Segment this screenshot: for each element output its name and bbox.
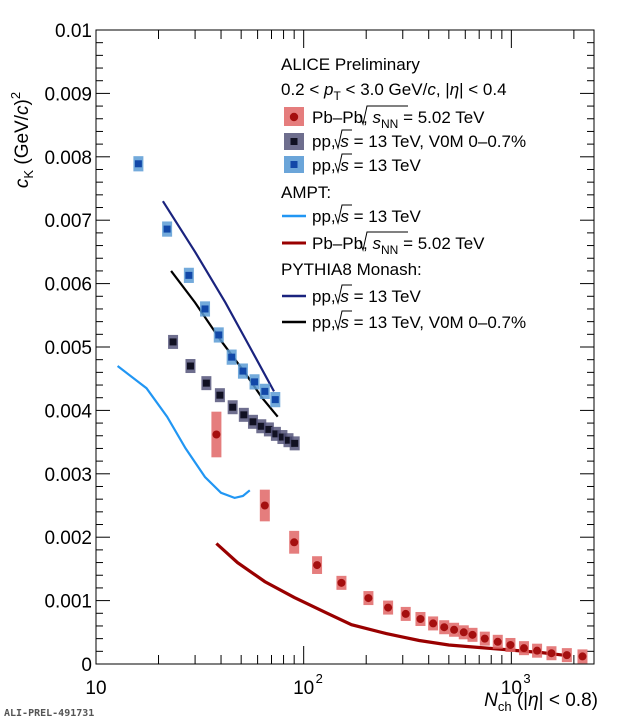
x-tick-exponent: 3: [523, 671, 530, 686]
marker-pp: [228, 353, 236, 361]
legend-sqrt-sign-pythia-pp: [334, 284, 352, 305]
marker-pbpb: [506, 640, 515, 649]
legend-pythia-header: PYTHIA8 Monash:: [281, 260, 422, 279]
marker-pp: [261, 387, 269, 395]
legend-sqrt-sign-ampt-pp: [334, 204, 352, 225]
legend-label-pythia-v0m: pp, s = 13 TeV, V0M 0–0.7%: [312, 313, 526, 332]
marker-pp: [163, 225, 171, 233]
marker-pp_v0m: [272, 430, 280, 438]
y-axis: 0 0.001 0.002 0.003 0.004 0.005 0.006 0.007 0.00…: [44, 21, 594, 676]
marker-pbpb: [468, 630, 477, 639]
marker-pp: [201, 305, 209, 313]
preliminary-id: ALI-PREL-491731: [4, 708, 95, 719]
marker-pp: [134, 160, 142, 168]
marker-pp_v0m: [202, 379, 210, 387]
marker-pp: [185, 271, 193, 279]
marker-pbpb: [260, 501, 269, 510]
curve-pythia_pp: [161, 200, 275, 392]
marker-pp_v0m: [278, 433, 286, 441]
legend-marker-pbpb: [289, 112, 299, 122]
legend-sqrt-sign-ampt-pbpb: [359, 231, 408, 252]
legend-label-ampt-pp: pp, s = 13 TeV: [312, 207, 422, 226]
x-axis: 10 10 2 10 3: [85, 30, 575, 699]
marker-pbpb: [493, 637, 502, 646]
legend-marker-pp: [290, 161, 298, 168]
marker-pbpb: [450, 625, 459, 634]
legend-marker-pp-v0m: [290, 138, 298, 145]
marker-pbpb: [212, 430, 221, 439]
x-tick-label: 10: [501, 678, 522, 699]
marker-pp_v0m: [240, 411, 248, 419]
legend-label-pp: pp, s = 13 TeV: [312, 156, 422, 175]
marker-pp_v0m: [169, 338, 177, 346]
y-tick-label: 0.001: [44, 592, 92, 613]
legend-selection: 0.2 < pT < 3.0 GeV/c, |η| < 0.4: [281, 80, 507, 103]
marker-pbpb: [429, 619, 438, 628]
marker-pbpb: [547, 649, 556, 658]
legend: ALICE Preliminary 0.2 < pT < 3.0 GeV/c, …: [281, 55, 526, 332]
curve-ampt_pbpb: [215, 542, 570, 658]
marker-pbpb: [384, 603, 393, 612]
legend-sqrt-sign-pythia-v0m: [334, 310, 352, 331]
legend-sqrt-sign-pp-v0m: [334, 129, 352, 150]
marker-pp: [251, 378, 259, 386]
marker-pbpb: [337, 578, 346, 587]
y-tick-label: 0.008: [44, 148, 92, 169]
x-tick-label: 10: [85, 678, 106, 699]
marker-pbpb: [562, 651, 571, 660]
marker-pp: [215, 331, 223, 339]
marker-pp_v0m: [249, 418, 257, 426]
marker-pbpb: [401, 609, 410, 618]
marker-pbpb: [480, 634, 489, 643]
y-tick-label: 0.003: [44, 465, 92, 486]
marker-pbpb: [364, 594, 373, 603]
legend-label-pp-v0m: pp, s = 13 TeV, V0M 0–0.7%: [312, 132, 526, 151]
marker-pbpb: [313, 561, 322, 570]
x-tick-exponent: 2: [316, 671, 323, 686]
marker-pp: [239, 367, 247, 375]
marker-pbpb: [416, 614, 425, 623]
y-tick-label: 0.009: [44, 84, 92, 105]
y-tick-label: 0: [81, 655, 92, 676]
marker-pbpb: [519, 644, 528, 653]
marker-pp_v0m: [284, 436, 292, 444]
y-tick-label: 0.007: [44, 211, 92, 232]
legend-header: ALICE Preliminary: [281, 55, 420, 74]
marker-pp_v0m: [216, 391, 224, 399]
marker-pp_v0m: [257, 422, 265, 430]
marker-pp_v0m: [291, 439, 299, 447]
curve-ampt_pp: [116, 365, 251, 500]
legend-label-pbpb: Pb–Pb, sNN = 5.02 TeV: [312, 108, 485, 131]
legend-label-pythia-pp: pp, s = 13 TeV: [312, 287, 422, 306]
y-tick-label: 0.006: [44, 275, 92, 296]
x-tick-label: 10: [293, 678, 314, 699]
marker-pp_v0m: [186, 362, 194, 370]
x-axis-title: Nch (|η| < 0.8): [484, 690, 598, 714]
marker-pbpb: [440, 623, 449, 632]
y-tick-label: 0.01: [55, 21, 92, 42]
marker-pp_v0m: [229, 403, 237, 411]
data-points: [133, 156, 588, 664]
y-tick-label: 0.005: [44, 338, 92, 359]
marker-pp: [271, 396, 279, 404]
marker-pp_v0m: [265, 425, 273, 433]
y-axis-title: cK (GeV/c)2: [8, 92, 36, 188]
marker-pbpb: [578, 652, 587, 661]
legend-sqrt-sign-pbpb: [359, 105, 408, 126]
marker-pbpb: [533, 646, 542, 655]
marker-pbpb: [290, 538, 299, 547]
y-tick-label: 0.004: [44, 401, 92, 422]
marker-pbpb: [459, 628, 468, 637]
y-tick-label: 0.002: [44, 528, 92, 549]
legend-label-ampt-pbpb: Pb–Pb, sNN = 5.02 TeV: [312, 234, 485, 257]
legend-sqrt-sign-pp: [334, 153, 352, 174]
legend-ampt-header: AMPT:: [281, 183, 331, 202]
